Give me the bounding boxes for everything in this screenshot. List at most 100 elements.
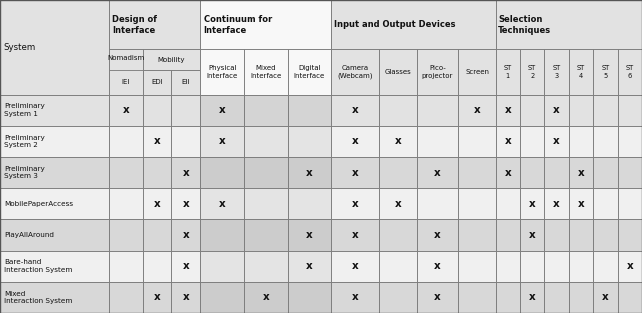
Bar [0, 95, 109, 126]
Text: x: x [627, 261, 633, 271]
Bar [331, 126, 379, 157]
Bar [496, 49, 520, 95]
Text: x: x [352, 167, 359, 177]
Text: Preliminary
System 3: Preliminary System 3 [4, 166, 44, 179]
Bar [544, 95, 569, 126]
Bar [109, 157, 143, 188]
Text: x: x [553, 199, 560, 209]
Text: Design of
Interface: Design of Interface [112, 14, 157, 35]
Text: x: x [602, 292, 609, 302]
Bar [496, 95, 520, 126]
Text: x: x [529, 230, 535, 240]
Bar [458, 188, 496, 219]
Bar [520, 282, 544, 313]
Text: MobilePaperAccess: MobilePaperAccess [4, 201, 73, 207]
Bar [200, 157, 244, 188]
Text: x: x [306, 230, 313, 240]
Bar [417, 282, 458, 313]
Bar [618, 282, 642, 313]
Bar [417, 157, 458, 188]
Bar [496, 282, 520, 313]
Text: x: x [219, 136, 225, 146]
Bar [520, 219, 544, 251]
Text: x: x [182, 261, 189, 271]
Text: x: x [529, 199, 535, 209]
Bar [417, 49, 458, 95]
Bar [417, 251, 458, 282]
Text: x: x [352, 230, 359, 240]
Bar [244, 157, 288, 188]
Bar [244, 95, 288, 126]
Text: x: x [219, 199, 225, 209]
Text: x: x [153, 292, 160, 302]
Bar [244, 219, 288, 251]
Bar [593, 282, 618, 313]
Bar [593, 126, 618, 157]
Text: x: x [306, 261, 313, 271]
Bar [244, 251, 288, 282]
Text: x: x [263, 292, 269, 302]
Bar [143, 126, 171, 157]
Text: ST
3: ST 3 [553, 65, 560, 79]
Bar [171, 126, 200, 157]
Bar [171, 219, 200, 251]
Bar [520, 157, 544, 188]
Bar [143, 70, 171, 95]
Bar [569, 188, 593, 219]
Bar [331, 49, 379, 95]
Text: ST
1: ST 1 [504, 65, 512, 79]
Bar [593, 188, 618, 219]
Text: x: x [182, 292, 189, 302]
Text: x: x [153, 199, 160, 209]
Bar [0, 251, 109, 282]
Bar [496, 126, 520, 157]
Bar [618, 219, 642, 251]
Bar [171, 70, 200, 95]
Bar [458, 157, 496, 188]
Bar [200, 219, 244, 251]
Bar [143, 251, 171, 282]
Bar [171, 157, 200, 188]
Text: x: x [123, 105, 129, 115]
Text: Mixed
Interface: Mixed Interface [250, 65, 281, 79]
Bar [0, 0, 109, 95]
Bar [171, 282, 200, 313]
Bar [569, 282, 593, 313]
Bar [569, 251, 593, 282]
Text: System: System [4, 43, 36, 52]
Bar [458, 49, 496, 95]
Bar [244, 49, 288, 95]
Bar [288, 95, 331, 126]
Text: Digital
Interface: Digital Interface [294, 65, 325, 79]
Bar [379, 49, 417, 95]
Bar [109, 282, 143, 313]
Bar [520, 188, 544, 219]
Bar [0, 282, 109, 313]
Text: ST
4: ST 4 [577, 65, 585, 79]
Bar [544, 282, 569, 313]
Bar [0, 188, 109, 219]
Bar [496, 219, 520, 251]
Text: Input and Output Devices: Input and Output Devices [334, 20, 456, 29]
Text: IEI: IEI [121, 79, 130, 85]
Text: x: x [352, 292, 359, 302]
Bar [109, 95, 143, 126]
Bar [288, 219, 331, 251]
Bar [200, 251, 244, 282]
Bar [618, 188, 642, 219]
Bar [618, 157, 642, 188]
Bar [379, 219, 417, 251]
Bar [496, 157, 520, 188]
Bar [288, 157, 331, 188]
Text: PlayAllAround: PlayAllAround [4, 232, 54, 238]
Bar [569, 126, 593, 157]
Text: x: x [434, 167, 441, 177]
Text: x: x [553, 105, 560, 115]
Bar [569, 95, 593, 126]
Text: Mobility: Mobility [158, 57, 185, 63]
Bar [109, 0, 200, 49]
Text: Preliminary
System 2: Preliminary System 2 [4, 135, 44, 148]
Text: x: x [219, 105, 225, 115]
Bar [520, 126, 544, 157]
Bar [109, 49, 143, 95]
